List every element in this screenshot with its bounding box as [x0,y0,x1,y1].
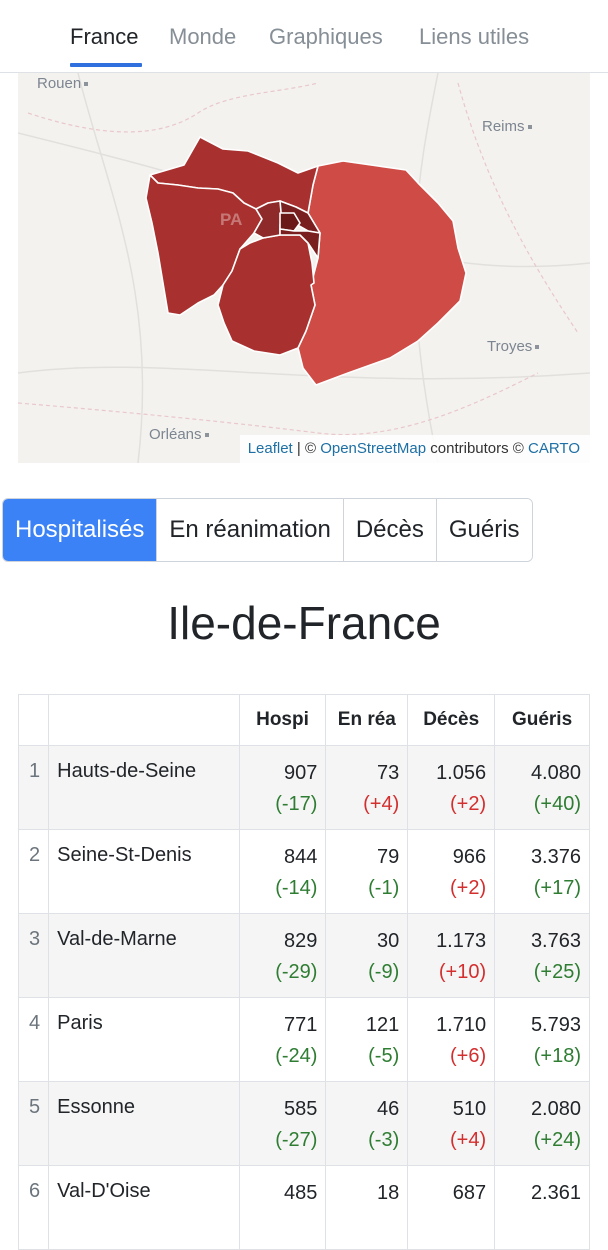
table-row[interactable]: 6 Val-D'Oise 485 18 687 2.361 [17,1165,590,1250]
row-rank: 6 [17,1165,50,1250]
dept-paris [279,212,301,232]
dept-val-de-marne [279,228,321,259]
table-row[interactable]: 1 Hauts-de-Seine 907 (-17) 73 (+4) 1.056 (+… [17,745,590,830]
cell-gueris: 3.376 (+17) [494,829,590,914]
tab-liens-utiles[interactable]: Liens utiles [419,24,530,49]
toggle-gueris[interactable]: Guéris [436,499,532,561]
cell-gueris: 3.763 (+25) [494,913,590,998]
cell-hospi: 907 (-17) [238,745,327,830]
header-gueris[interactable]: Guéris [494,694,590,746]
cell-deces: 966 (+2) [407,829,496,914]
osm-link[interactable]: OpenStreetMap [320,440,427,457]
map-canvas: PA [18,73,590,463]
row-department: Hauts-de-Seine [48,745,240,830]
row-department: Val-D'Oise [48,1165,240,1250]
table-row[interactable]: 5 Essonne 585 (-27) 46 (-3) 510 (+4) 2.080(… [17,1081,590,1166]
cell-deces: 687 [407,1165,496,1250]
top-nav: France Monde Graphiques Liens utiles [0,0,608,73]
departments-table: Hospi En réa Décès Guéris 1 Hauts-de-Sei… [17,694,590,1250]
table-header-row: Hospi En réa Décès Guéris [17,694,590,746]
tab-graphiques[interactable]: Graphiques [269,24,383,49]
attribution-contrib: contributors © [426,440,529,457]
table-row[interactable]: 3 Val-de-Marne 829 (-29) 30 (-9) 1.173 (+10… [17,913,590,998]
carto-link[interactable]: CARTO [528,440,580,457]
cell-deces: 1.056 (+2) [407,745,496,830]
city-orleans: Orléans [149,426,209,443]
region-map[interactable]: PA Rouen Reims Troyes Orléans Leaflet | … [18,73,590,463]
attribution-sep: | © [292,440,321,457]
row-department: Essonne [48,1081,240,1166]
leaflet-link[interactable]: Leaflet [247,440,293,457]
table-row[interactable]: 2 Seine-St-Denis 844 (-14) 79 (-1) 966 (+2)… [17,829,590,914]
cell-deces: 1.710 (+6) [407,997,496,1082]
table-row[interactable]: 4 Paris 771 (-24) 121 (-5) 1.710 (+6) 5.793… [17,997,590,1082]
cell-rea: 30 (-9) [325,913,409,998]
paris-label: PA [220,210,242,229]
row-rank: 5 [17,1081,50,1166]
row-department: Val-de-Marne [48,913,240,998]
city-rouen: Rouen [37,75,89,92]
toggle-reanimation[interactable]: En réanimation [157,499,344,561]
toggle-hospitalises[interactable]: Hospitalisés [3,499,158,561]
cell-hospi: 829 (-29) [238,913,327,998]
cell-gueris: 4.080 (+40) [494,745,590,830]
tab-france[interactable]: France [70,24,139,49]
cell-gueris: 2.080 (+24) [494,1081,590,1166]
row-rank: 4 [17,997,50,1082]
map-attribution: Leaflet | © OpenStreetMap contributors ©… [239,435,590,463]
row-department: Paris [48,997,240,1082]
city-reims: Reims [482,118,532,135]
row-department: Seine-St-Denis [48,829,240,914]
header-rank [17,694,50,746]
active-tab-indicator [70,63,142,67]
region-title: Ile-de-France [167,597,441,649]
cell-rea: 18 [325,1165,409,1250]
row-rank: 2 [17,829,50,914]
cell-hospi: 485 [238,1165,327,1250]
row-rank: 3 [17,913,50,998]
dept-seine-et-marne [297,160,467,386]
city-troyes: Troyes [487,338,540,355]
header-name [48,694,240,746]
cell-hospi: 585 (-27) [238,1081,327,1166]
cell-hospi: 844 (-14) [238,829,327,914]
metric-toggle: Hospitalisés En réanimation Décès Guéris [2,498,533,562]
cell-rea: 79 (-1) [325,829,409,914]
header-hospi[interactable]: Hospi [238,694,327,746]
cell-gueris: 5.793 (+18) [494,997,590,1082]
header-rea[interactable]: En réa [325,694,409,746]
header-deces[interactable]: Décès [407,694,496,746]
cell-rea: 121 (-5) [325,997,409,1082]
tab-monde[interactable]: Monde [169,24,237,49]
row-rank: 1 [17,745,50,830]
cell-deces: 510 (+4) [407,1081,496,1166]
cell-rea: 73 (+4) [325,745,409,830]
toggle-deces[interactable]: Décès [343,499,437,561]
cell-deces: 1.173 (+10) [407,913,496,998]
cell-gueris: 2.361 [494,1165,590,1250]
cell-hospi: 771 (-24) [238,997,327,1082]
cell-rea: 46 (-3) [325,1081,409,1166]
